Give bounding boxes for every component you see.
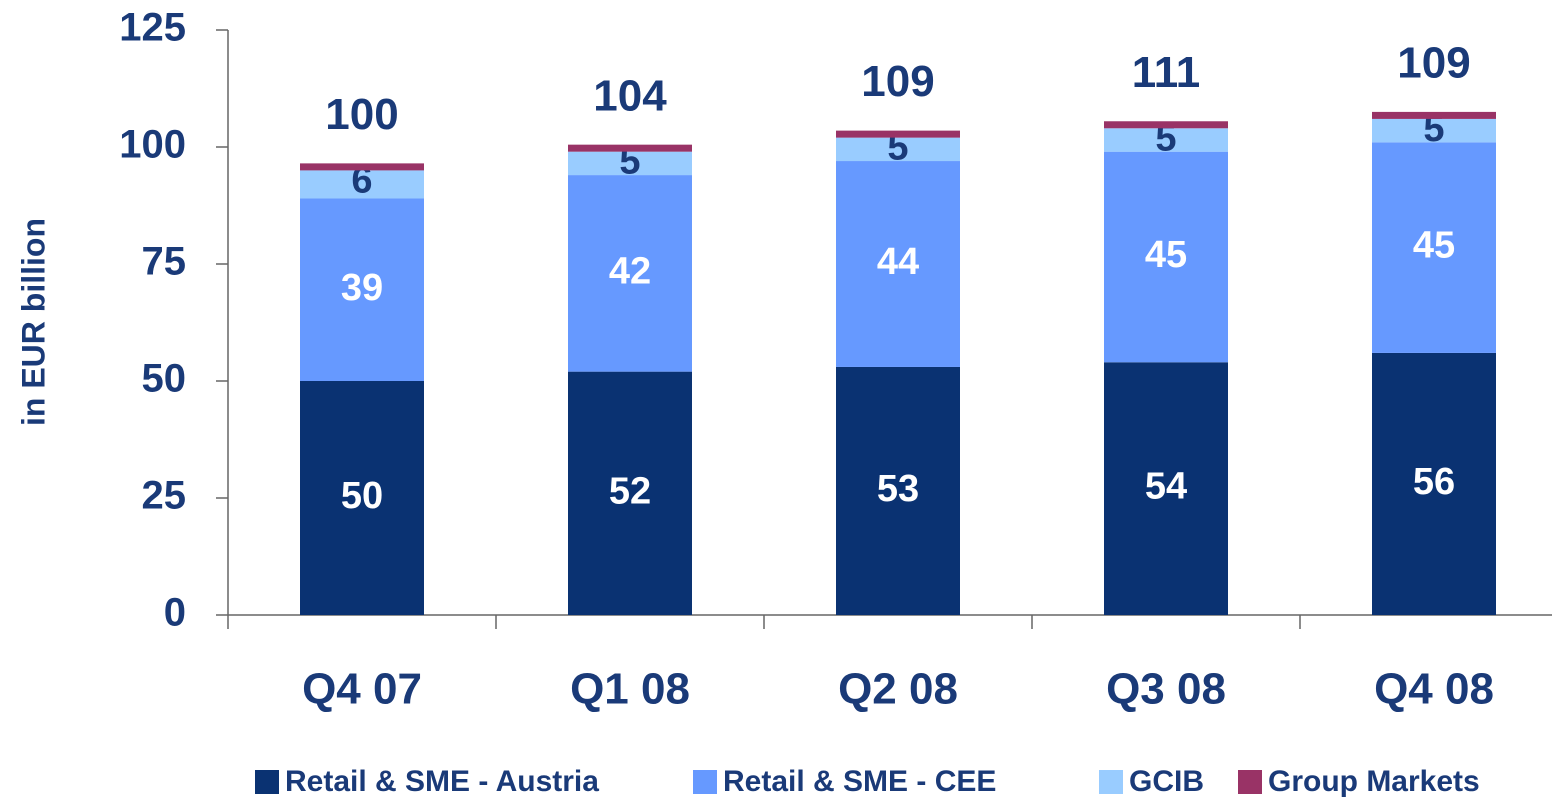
bar-segment — [1372, 352, 1496, 615]
y-tick-label: 25 — [142, 474, 187, 518]
x-tick-label: Q4 07 — [302, 665, 422, 714]
value-label: 52 — [609, 470, 651, 512]
value-label: 44 — [877, 241, 919, 283]
total-label: 111 — [1132, 48, 1201, 97]
bar-segment — [568, 151, 692, 176]
legend-swatch — [1099, 770, 1123, 794]
value-label: 45 — [1413, 225, 1455, 267]
bar-segment — [300, 163, 424, 171]
bar-segment — [1104, 121, 1228, 129]
value-label: 39 — [341, 267, 383, 309]
y-tick-label: 100 — [119, 123, 186, 167]
legend-label: Retail & SME - Austria — [285, 765, 599, 798]
total-label: 104 — [593, 71, 667, 120]
y-tick-label: 50 — [142, 357, 187, 401]
bar-segment — [300, 198, 424, 381]
value-label: 54 — [1145, 466, 1187, 508]
total-label: 109 — [1397, 39, 1470, 88]
bar-segment — [1104, 362, 1228, 615]
bar-segment — [1372, 111, 1496, 119]
bar-segment — [1104, 151, 1228, 363]
bar-segment — [836, 137, 960, 162]
y-tick-label: 125 — [119, 6, 186, 50]
value-label: 50 — [341, 475, 383, 517]
x-tick-label: Q2 08 — [838, 665, 958, 714]
bar-segment — [300, 170, 424, 199]
legend-swatch — [693, 770, 717, 794]
legend-label: Group Markets — [1268, 765, 1480, 798]
bar-segment — [1372, 142, 1496, 353]
total-label: 100 — [325, 90, 398, 139]
bar-segment — [568, 144, 692, 152]
bar-segment — [1372, 118, 1496, 143]
bar-segment — [836, 130, 960, 138]
legend-label: GCIB — [1129, 765, 1204, 798]
y-tick-label: 0 — [164, 591, 186, 635]
bar-segment — [300, 381, 424, 615]
legend-swatch — [255, 770, 279, 794]
total-label: 109 — [861, 57, 934, 106]
legend-swatch — [1238, 770, 1262, 794]
bar-segment — [1104, 128, 1228, 152]
legend-label: Retail & SME - CEE — [723, 765, 996, 798]
bar-segment — [568, 175, 692, 372]
bar-segment — [836, 161, 960, 367]
x-tick-label: Q3 08 — [1106, 665, 1226, 714]
value-label: 56 — [1413, 461, 1455, 503]
x-tick-label: Q1 08 — [570, 665, 690, 714]
value-label: 42 — [609, 250, 651, 292]
bar-segment — [568, 371, 692, 615]
value-label: 53 — [877, 468, 919, 510]
value-label: 45 — [1145, 234, 1187, 276]
bar-segment — [836, 366, 960, 615]
y-axis-label: in EUR billion — [15, 218, 51, 426]
x-tick-label: Q4 08 — [1374, 665, 1494, 714]
y-tick-label: 75 — [142, 240, 187, 284]
